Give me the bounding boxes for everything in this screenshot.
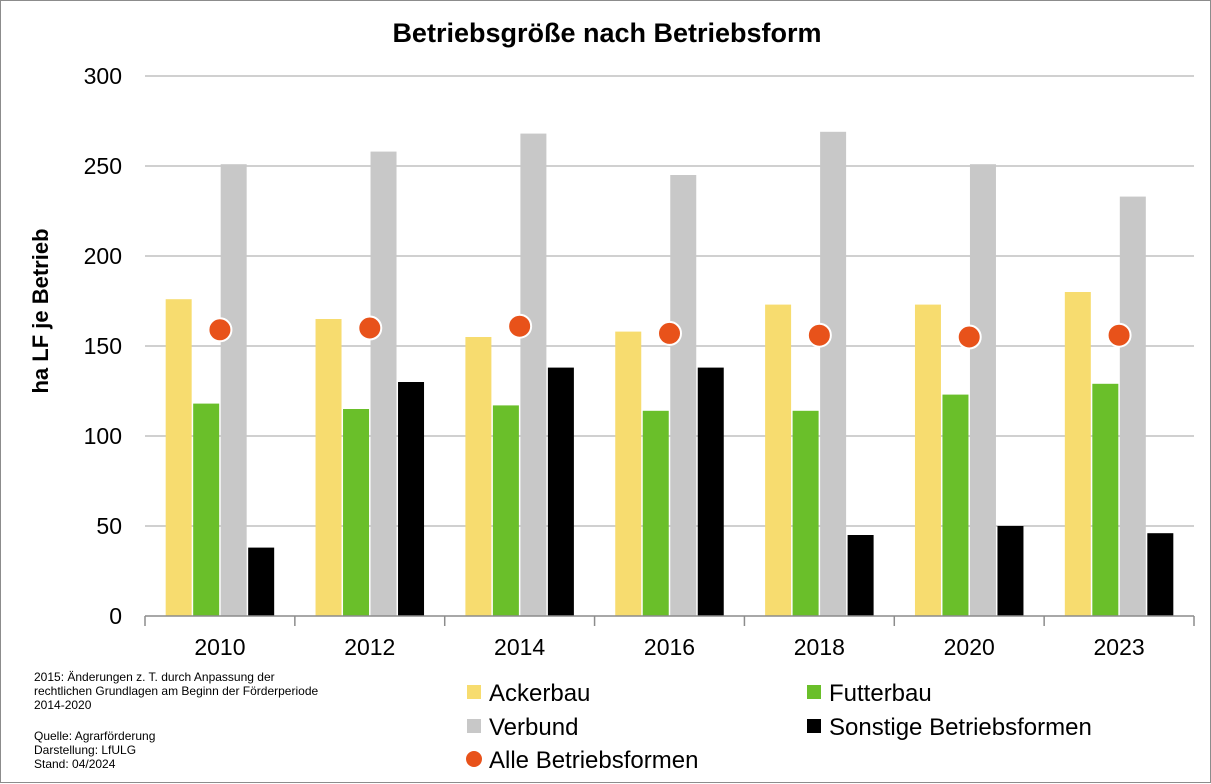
change-note: 2015: Änderungen z. T. durch Anpassung d…	[34, 670, 319, 712]
y-tick-label: 100	[84, 423, 122, 449]
marker-alle-betriebsformen	[507, 313, 533, 339]
x-tick-label: 2012	[344, 634, 395, 660]
legend-swatch	[467, 719, 481, 733]
bar-sonstige-betriebsformen	[398, 382, 425, 616]
legend-label: Ackerbau	[489, 680, 590, 707]
bar-ackerbau	[765, 304, 792, 616]
y-tick-label: 150	[84, 333, 122, 359]
x-tick-label: 2020	[944, 634, 995, 660]
bar-verbund	[520, 133, 547, 616]
bar-futterbau	[1092, 383, 1119, 616]
marker-alle-betriebsformen	[657, 320, 682, 346]
marker-alle-betriebsformen	[1106, 322, 1132, 348]
chart-title: Betriebsgröße nach Betriebsform	[392, 18, 821, 48]
legend-swatch	[467, 685, 481, 699]
legend-label: Alle Betriebsformen	[489, 747, 698, 774]
bar-sonstige-betriebsformen	[997, 526, 1024, 616]
bar-sonstige-betriebsformen	[248, 547, 275, 616]
y-tick-label: 50	[96, 513, 122, 539]
bar-verbund	[820, 131, 847, 617]
bar-futterbau	[642, 410, 669, 616]
bar-futterbau	[942, 394, 969, 616]
bar-verbund	[370, 151, 397, 616]
source-note: Quelle: Agrarförderung Darstellung: LfUL…	[34, 729, 156, 771]
bar-ackerbau	[914, 304, 941, 616]
bar-verbund	[220, 164, 247, 616]
legend-label: Verbund	[489, 714, 578, 741]
bar-ackerbau	[1064, 292, 1091, 616]
bar-sonstige-betriebsformen	[697, 367, 724, 616]
x-tick-label: 2010	[194, 634, 245, 660]
bar-sonstige-betriebsformen	[847, 535, 874, 616]
marker-alle-betriebsformen	[207, 317, 233, 343]
bar-verbund	[1119, 196, 1146, 616]
bar-ackerbau	[615, 331, 642, 616]
x-tick-label: 2016	[644, 634, 695, 660]
bar-sonstige-betriebsformen	[547, 367, 574, 616]
bar-ackerbau	[465, 337, 492, 616]
y-tick-label: 250	[84, 153, 122, 179]
bar-verbund	[969, 164, 996, 616]
x-tick-label: 2014	[494, 634, 545, 660]
bar-verbund	[670, 175, 697, 616]
legend-swatch	[807, 685, 821, 699]
x-tick-label: 2023	[1093, 634, 1144, 660]
bar-futterbau	[492, 405, 519, 616]
x-tick-label: 2018	[794, 634, 845, 660]
legend-swatch	[807, 719, 821, 733]
y-tick-label: 300	[84, 63, 122, 89]
bar-ackerbau	[315, 319, 342, 616]
y-axis-label: ha LF je Betrieb	[28, 228, 53, 393]
bar-futterbau	[792, 410, 819, 616]
y-tick-label: 200	[84, 243, 122, 269]
bar-futterbau	[193, 403, 220, 616]
bar-futterbau	[343, 409, 370, 616]
bar-sonstige-betriebsformen	[1147, 533, 1174, 616]
marker-alle-betriebsformen	[806, 322, 832, 348]
legend-swatch-marker	[466, 751, 482, 767]
marker-alle-betriebsformen	[956, 324, 982, 350]
marker-alle-betriebsformen	[357, 315, 383, 341]
legend-label: Futterbau	[829, 680, 932, 707]
bar-ackerbau	[165, 299, 192, 616]
y-tick-label: 0	[109, 603, 122, 629]
legend-label: Sonstige Betriebsformen	[829, 714, 1092, 741]
